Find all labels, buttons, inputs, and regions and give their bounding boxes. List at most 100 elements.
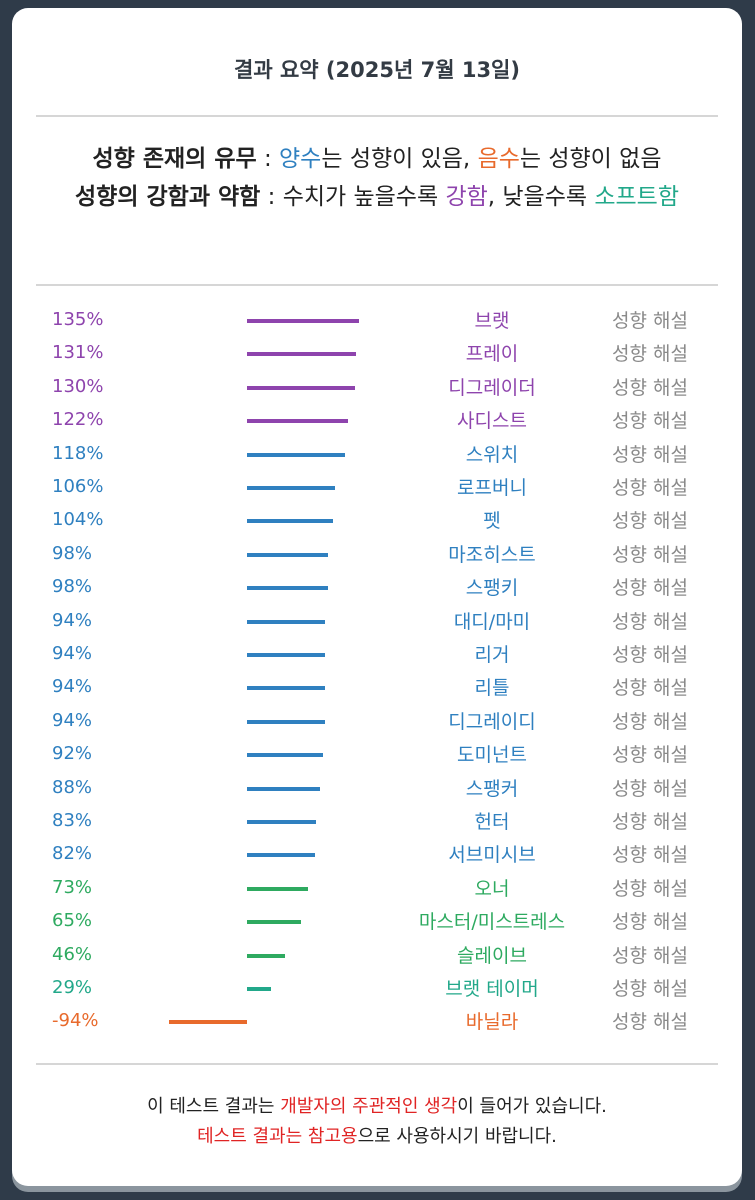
row-percent: 122% [52, 409, 104, 431]
row-description-link[interactable]: 성향 해설 [612, 644, 688, 666]
row-percent: 104% [52, 509, 104, 531]
row-description-link[interactable]: 성향 해설 [612, 376, 688, 399]
row-type-name: 스팽커 [465, 777, 519, 800]
row-type-name: 프레이 [465, 343, 519, 366]
row-description-link[interactable]: 성향 해설 [612, 744, 688, 767]
row-type-name: 브랫 테이머 [445, 978, 539, 1000]
row-description-link[interactable]: 성향 해설 [612, 610, 688, 633]
divider-middle [36, 284, 718, 286]
result-row: -94% 바닐라 성향 해설 [12, 1009, 742, 1042]
result-row: 106% 로프버니 성향 해설 [12, 475, 742, 508]
row-type-name: 도미넌트 [457, 744, 527, 767]
row-description-link[interactable]: 성향 해설 [612, 911, 688, 934]
row-percent: 94% [52, 676, 93, 698]
row-description-link[interactable]: 성향 해설 [612, 978, 688, 1000]
legend-positive-word: 양수 [279, 146, 322, 172]
row-percent: 92% [52, 743, 93, 765]
row-bar [247, 820, 316, 824]
row-type-name: 슬레이브 [457, 944, 527, 967]
row-description-link[interactable]: 성향 해설 [612, 343, 688, 366]
row-percent: 131% [52, 342, 104, 364]
row-type-name: 바닐라 [465, 1011, 519, 1034]
result-row: 118% 스위치 성향 해설 [12, 442, 742, 475]
disclaimer-text: 이 들어가 있습니다. [457, 1096, 607, 1117]
result-row: 94% 리거 성향 해설 [12, 642, 742, 675]
row-bar [247, 486, 335, 490]
disclaimer-text: 이 테스트 결과는 [147, 1096, 281, 1117]
row-bar [247, 653, 325, 657]
row-description-link[interactable]: 성향 해설 [612, 310, 688, 332]
row-bar [247, 385, 355, 390]
legend-strong-word: 강함 [445, 184, 488, 210]
row-description-link[interactable]: 성향 해설 [612, 811, 688, 833]
row-description-link[interactable]: 성향 해설 [612, 543, 688, 566]
row-description-link[interactable]: 성향 해설 [612, 877, 688, 900]
row-type-name: 스팽키 [465, 577, 519, 600]
row-description-link[interactable]: 성향 해설 [612, 710, 688, 733]
row-type-name: 스위치 [465, 443, 519, 466]
row-type-name: 마스터/미스트레스 [418, 911, 566, 934]
row-bar [247, 419, 349, 424]
row-description-link[interactable]: 성향 해설 [612, 1011, 688, 1034]
row-percent: 94% [52, 709, 93, 731]
row-description-link[interactable]: 성향 해설 [612, 944, 688, 967]
row-percent: 98% [52, 542, 93, 564]
row-percent: 98% [52, 576, 93, 598]
row-bar [247, 853, 316, 858]
row-bar [247, 552, 329, 557]
row-description-link[interactable]: 성향 해설 [612, 510, 688, 533]
row-percent: 106% [52, 476, 104, 497]
row-bar [247, 352, 356, 357]
result-row: 82% 서브미시브 성향 해설 [12, 842, 742, 875]
legend-sep: : [256, 146, 280, 172]
disclaimer: 이 테스트 결과는 개발자의 주관적인 생각이 들어가 있습니다. 테스트 결과… [12, 1092, 742, 1152]
result-row: 131% 프레이 성향 해설 [12, 341, 742, 374]
result-row: 46% 슬레이브 성향 해설 [12, 943, 742, 976]
legend-sep: : [260, 184, 283, 210]
row-bar [247, 686, 325, 691]
legend-presence-label: 성향 존재의 유무 [92, 146, 257, 172]
row-percent: 65% [52, 910, 93, 932]
row-type-name: 헌터 [474, 811, 510, 833]
row-percent: 29% [52, 977, 93, 998]
row-type-name: 대디/마미 [453, 610, 531, 633]
result-row: 92% 도미넌트 성향 해설 [12, 742, 742, 775]
result-row: 135% 브랫 성향 해설 [12, 308, 742, 341]
legend-positive-text: 는 성향이 있음, [321, 146, 478, 172]
row-percent: 94% [52, 643, 93, 664]
disclaimer-highlight: 개발자의 주관적인 생각 [280, 1096, 458, 1117]
row-description-link[interactable]: 성향 해설 [612, 410, 688, 433]
legend-line-presence: 성향 존재의 유무 : 양수는 성향이 있음, 음수는 성향이 없음 [32, 140, 722, 178]
row-bar [247, 719, 325, 724]
row-percent: 135% [52, 309, 104, 330]
result-row: 94% 디그레이디 성향 해설 [12, 709, 742, 742]
result-row: 94% 대디/마미 성향 해설 [12, 609, 742, 642]
row-bar [247, 886, 308, 891]
row-description-link[interactable]: 성향 해설 [612, 577, 688, 600]
row-bar [247, 319, 359, 323]
legend-line-strength: 성향의 강함과 약함 : 수치가 높을수록 강함, 낮을수록 소프트함 [32, 178, 722, 216]
row-description-link[interactable]: 성향 해설 [612, 844, 688, 867]
row-type-name: 서브미시브 [448, 844, 536, 867]
row-type-name: 브랫 [474, 310, 510, 332]
result-row: 29% 브랫 테이머 성향 해설 [12, 976, 742, 1009]
disclaimer-line-2: 테스트 결과는 참고용으로 사용하시기 바랍니다. [12, 1122, 742, 1152]
row-percent: 88% [52, 776, 93, 798]
row-percent: 46% [52, 943, 93, 965]
legend-strength-text2: , 낮을수록 [487, 184, 595, 210]
row-description-link[interactable]: 성향 해설 [612, 443, 688, 466]
result-card: 결과 요약 (2025년 7월 13일) 성향 존재의 유무 : 양수는 성향이… [12, 8, 742, 1186]
row-description-link[interactable]: 성향 해설 [612, 777, 688, 800]
row-type-name: 사디스트 [457, 410, 527, 433]
row-type-name: 리틀 [474, 677, 510, 700]
row-type-name: 오너 [474, 877, 510, 900]
row-bar [247, 920, 301, 925]
result-row: 130% 디그레이더 성향 해설 [12, 375, 742, 408]
row-description-link[interactable]: 성향 해설 [612, 477, 688, 499]
row-bar [247, 619, 325, 624]
row-percent: 82% [52, 843, 93, 865]
result-row: 122% 사디스트 성향 해설 [12, 408, 742, 441]
legend-negative-text: 는 성향이 없음 [519, 146, 662, 172]
row-description-link[interactable]: 성향 해설 [612, 677, 688, 700]
disclaimer-text: 으로 사용하시기 바랍니다. [357, 1126, 557, 1147]
